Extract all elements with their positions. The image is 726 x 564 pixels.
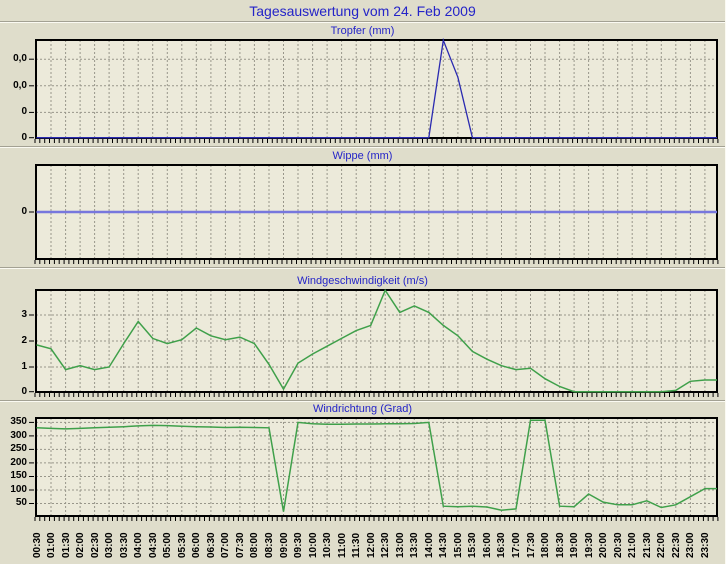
chart-title-tropfer: Tropfer (mm) <box>330 25 395 37</box>
x-tick-label: 20:30 <box>612 532 624 558</box>
x-tick-label: 21:00 <box>627 532 639 558</box>
plot-area-windrichtung <box>29 417 719 521</box>
x-tick-label: 07:00 <box>220 532 232 558</box>
y-tick-label: 150 <box>10 470 27 482</box>
data-line <box>36 419 717 512</box>
x-tick-label: 03:00 <box>104 532 116 558</box>
y-tick-label: 2 <box>21 335 27 346</box>
x-tick-label: 16:00 <box>481 532 493 558</box>
x-tick-label: 10:00 <box>307 532 319 558</box>
chart-section-windgeschwindigkeit: Windgeschwindigkeit (m/s) 0 1 2 3 <box>0 269 725 400</box>
x-tick-label: 08:00 <box>249 532 261 558</box>
x-tick-label: 09:00 <box>278 532 290 558</box>
chart-section-wippe: Wippe (mm) 0 <box>0 148 725 267</box>
plot-row: 0 <box>21 164 725 264</box>
x-tick-label: 05:30 <box>176 532 188 558</box>
x-tick-label: 21:30 <box>641 532 653 558</box>
y-tick-label: 250 <box>10 443 27 455</box>
y-tick-label: 0 <box>21 206 27 217</box>
page-title: Tagesauswertung vom 24. Feb 2009 <box>249 3 476 19</box>
divider <box>0 267 725 269</box>
data-line <box>36 37 717 139</box>
x-tick-label: 01:30 <box>60 532 72 558</box>
x-tick-label: 07:30 <box>234 532 246 558</box>
plot-row: 50 100 150 200 250 300 350 <box>10 416 725 521</box>
x-tick-label: 05:00 <box>162 532 174 558</box>
x-tick-label: 15:30 <box>467 532 479 558</box>
x-tick-label: 17:30 <box>525 532 537 558</box>
chart-title-windrichtung: Windrichtung (Grad) <box>312 403 413 415</box>
x-tick-label: 13:00 <box>394 532 406 558</box>
y-tick-label: 1 <box>21 361 27 372</box>
x-tick-label: 18:30 <box>554 532 566 558</box>
chart-title-windgeschwindigkeit: Windgeschwindigkeit (m/s) <box>297 275 428 287</box>
x-tick-label: 22:00 <box>656 532 668 558</box>
x-tick-label: 06:00 <box>191 532 203 558</box>
x-tick-label: 02:30 <box>89 532 101 558</box>
x-tick-label: 22:30 <box>670 532 682 558</box>
y-tick-label: 0,0 <box>13 53 27 65</box>
x-tick-label: 12:30 <box>380 532 392 558</box>
y-tick-label: 0 <box>21 385 27 397</box>
x-tick-label: 13:30 <box>409 532 421 558</box>
x-tick-label: 00:30 <box>31 532 43 558</box>
chart-svg <box>29 417 719 521</box>
y-axis-labels: 50 100 150 200 250 300 350 <box>0 416 35 517</box>
y-tick-label: 100 <box>10 483 27 495</box>
y-tick-label: 0 <box>21 106 27 118</box>
chart-section-tropfer: Tropfer (mm) 0 0 0,0 0,0 <box>0 23 725 146</box>
chart-section-windrichtung: Windrichtung (Grad) 50 100 150 200 250 300 350… <box>0 402 725 563</box>
x-tick-label: 03:30 <box>118 532 130 558</box>
divider <box>0 400 725 402</box>
chart-svg <box>29 37 719 143</box>
data-line <box>36 288 717 393</box>
x-axis-labels: 00:30 01:00 01:30 02:00 02:30 03:00 03:30 04:00… <box>0 517 725 563</box>
divider <box>0 146 725 148</box>
y-tick-label: 350 <box>10 416 27 428</box>
y-tick-label: 50 <box>15 497 27 509</box>
x-tick-label: 14:00 <box>423 532 435 558</box>
y-tick-label: 200 <box>10 456 27 468</box>
x-tick-label: 12:00 <box>365 532 377 558</box>
x-tick-label: 20:00 <box>598 532 610 558</box>
x-tick-label: 08:30 <box>263 532 275 558</box>
y-tick-label: 0 <box>21 131 27 143</box>
plot-area-tropfer <box>29 37 719 143</box>
x-tick-label: 15:00 <box>452 532 464 558</box>
x-tick-label: 06:30 <box>205 532 217 558</box>
x-tick-label: 11:30 <box>351 532 363 558</box>
divider <box>0 21 725 23</box>
x-tick-label: 01:00 <box>46 532 58 558</box>
y-axis-labels: 0 0 0,0 0,0 <box>0 39 35 142</box>
y-tick-label: 3 <box>21 309 27 320</box>
plot-area-wippe <box>29 164 719 264</box>
x-tick-label: 11:00 <box>336 532 348 558</box>
x-tick-label: 09:30 <box>293 532 305 558</box>
plot-row: 0 0 0,0 0,0 <box>13 37 725 143</box>
x-tick-label: 23:30 <box>699 532 711 558</box>
x-tick-label: 10:30 <box>322 532 334 558</box>
x-tick-label: 04:00 <box>133 532 145 558</box>
plot-row: 0 1 2 3 <box>21 288 725 397</box>
plot-area-windgeschwindigkeit <box>29 288 719 397</box>
chart-svg <box>29 164 719 264</box>
x-tick-label: 02:00 <box>75 532 87 558</box>
chart-svg <box>29 288 719 397</box>
y-axis-labels: 0 <box>0 164 35 260</box>
x-tick-label: 23:00 <box>685 532 697 558</box>
x-tick-label: 19:30 <box>583 532 595 558</box>
y-tick-label: 0,0 <box>13 79 27 91</box>
x-tick-label: 18:00 <box>540 532 552 558</box>
x-tick-label: 16:30 <box>496 532 508 558</box>
x-tick-label: 19:00 <box>569 532 581 558</box>
x-tick-label: 14:30 <box>438 532 450 558</box>
chart-title-wippe: Wippe (mm) <box>332 150 393 162</box>
x-tick-label: 17:00 <box>510 532 522 558</box>
y-axis-labels: 0 1 2 3 <box>0 289 35 397</box>
y-tick-label: 300 <box>10 429 27 441</box>
x-tick-label: 04:30 <box>147 532 159 558</box>
